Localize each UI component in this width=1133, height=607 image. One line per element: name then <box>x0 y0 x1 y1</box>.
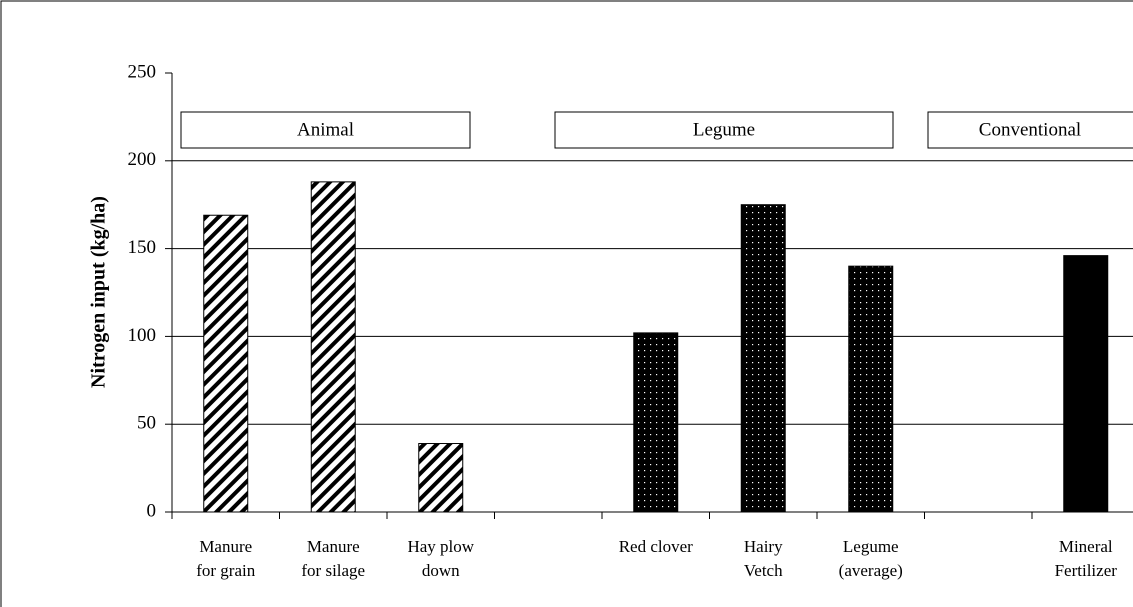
y-tick-label: 100 <box>128 325 157 346</box>
x-tick-label: Manure for silage <box>301 537 366 580</box>
y-tick-label: 150 <box>128 237 157 258</box>
bar <box>633 332 679 513</box>
x-tick-label: Legume (average) <box>838 537 903 580</box>
group-box <box>180 111 471 149</box>
y-axis-label: Nitrogen input (kg/ha) <box>88 196 110 388</box>
bar <box>203 214 249 513</box>
group-box <box>927 111 1133 149</box>
bar <box>848 265 894 513</box>
bar <box>1063 255 1109 513</box>
y-tick-label: 250 <box>128 61 157 82</box>
y-tick-label: 50 <box>137 413 156 434</box>
group-label: Legume <box>693 119 755 140</box>
x-tick-label: Hairy Vetch <box>743 537 783 580</box>
x-tick-label: Red clover <box>618 537 693 556</box>
y-tick-label: 0 <box>147 500 157 521</box>
y-tick-label: 200 <box>128 149 157 170</box>
bar <box>310 181 356 513</box>
bar <box>740 204 786 513</box>
bar <box>418 443 464 513</box>
x-tick-label: Hay plow down <box>407 537 475 580</box>
x-tick-label: Manure for grain <box>196 537 256 580</box>
group-label: Animal <box>297 119 354 140</box>
group-box <box>554 111 894 149</box>
x-tick-label: Mineral Fertilizer <box>1054 537 1117 580</box>
group-label: Conventional <box>979 119 1081 140</box>
